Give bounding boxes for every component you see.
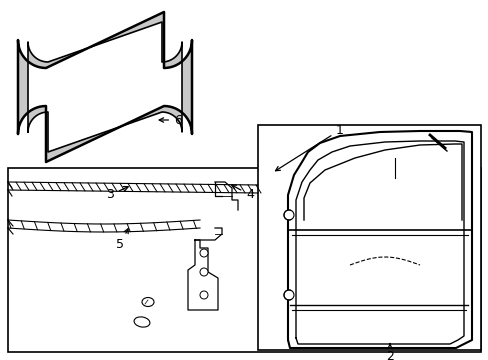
Text: 2: 2	[385, 344, 393, 360]
Circle shape	[200, 291, 207, 299]
Text: 4: 4	[231, 185, 253, 202]
Circle shape	[200, 249, 207, 257]
Circle shape	[284, 290, 293, 300]
Text: 5: 5	[116, 229, 128, 252]
Circle shape	[200, 268, 207, 276]
Polygon shape	[18, 12, 192, 162]
Text: 6: 6	[159, 113, 182, 126]
Ellipse shape	[142, 297, 154, 306]
Bar	[258, 125, 480, 350]
Ellipse shape	[134, 317, 150, 327]
Text: 1: 1	[275, 123, 343, 171]
Text: 3: 3	[106, 186, 128, 202]
Circle shape	[284, 210, 293, 220]
Bar	[8, 168, 480, 352]
